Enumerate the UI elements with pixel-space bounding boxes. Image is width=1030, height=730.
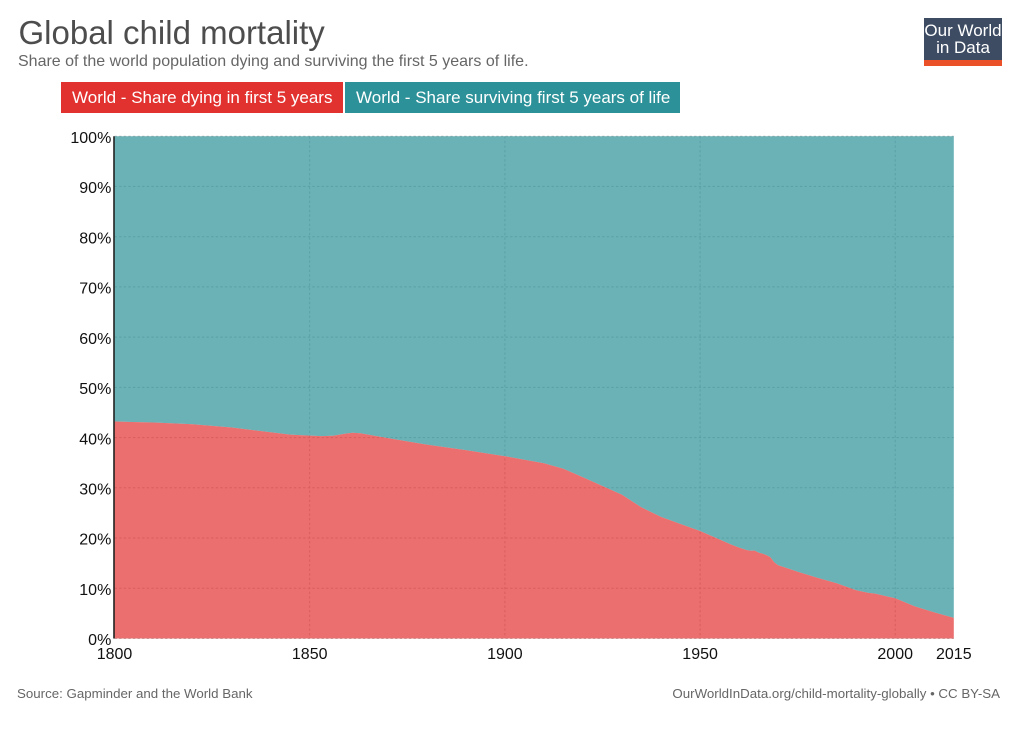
svg-text:20%: 20%	[79, 532, 111, 549]
svg-text:2000: 2000	[877, 646, 913, 663]
svg-text:1800: 1800	[97, 646, 133, 663]
svg-text:2015: 2015	[936, 646, 972, 663]
svg-text:1950: 1950	[682, 646, 718, 663]
svg-text:70%: 70%	[79, 281, 111, 298]
svg-text:40%: 40%	[79, 431, 111, 448]
svg-text:100%: 100%	[70, 130, 111, 147]
svg-text:90%: 90%	[79, 180, 111, 197]
svg-text:1850: 1850	[292, 646, 328, 663]
svg-text:0%: 0%	[88, 632, 111, 649]
svg-text:10%: 10%	[79, 582, 111, 599]
svg-text:30%: 30%	[79, 482, 111, 499]
svg-text:80%: 80%	[79, 230, 111, 247]
svg-text:50%: 50%	[79, 381, 111, 398]
svg-text:60%: 60%	[79, 331, 111, 348]
svg-text:1900: 1900	[487, 646, 523, 663]
